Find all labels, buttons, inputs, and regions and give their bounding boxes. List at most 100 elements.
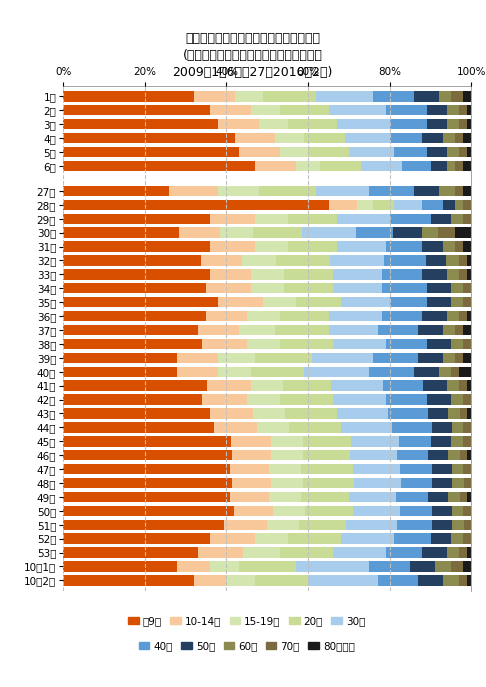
Bar — [177, 561, 210, 572]
Bar — [251, 105, 279, 115]
Bar — [253, 408, 285, 418]
Bar — [230, 492, 269, 502]
Bar — [220, 227, 253, 238]
Bar — [432, 477, 452, 488]
Bar — [447, 147, 459, 157]
Bar — [459, 575, 468, 585]
Bar — [247, 339, 279, 349]
Bar — [63, 450, 232, 460]
Bar — [451, 561, 463, 572]
Bar — [279, 147, 308, 157]
Bar — [463, 325, 471, 335]
Bar — [251, 269, 284, 280]
Bar — [463, 241, 471, 251]
Bar — [432, 506, 451, 516]
Bar — [422, 133, 443, 144]
Bar — [463, 561, 471, 572]
Bar — [439, 185, 455, 196]
Bar — [432, 436, 451, 447]
Bar — [194, 575, 226, 585]
Bar — [459, 269, 468, 280]
Bar — [285, 408, 337, 418]
Bar — [202, 339, 247, 349]
Bar — [422, 311, 447, 322]
Bar — [428, 450, 448, 460]
Bar — [63, 339, 202, 349]
Bar — [308, 147, 349, 157]
Bar — [378, 325, 418, 335]
Bar — [169, 185, 218, 196]
Bar — [218, 185, 259, 196]
Bar — [447, 311, 459, 322]
Bar — [263, 297, 296, 307]
Bar — [459, 147, 468, 157]
Bar — [279, 311, 329, 322]
Bar — [346, 519, 397, 530]
Bar — [427, 339, 451, 349]
Bar — [373, 91, 414, 102]
Bar — [464, 519, 471, 530]
Bar — [352, 506, 400, 516]
Bar — [464, 506, 471, 516]
Bar — [383, 381, 423, 391]
Bar — [384, 256, 426, 266]
Bar — [459, 381, 468, 391]
Bar — [296, 297, 341, 307]
Bar — [320, 161, 361, 171]
Bar — [296, 161, 320, 171]
Bar — [397, 450, 428, 460]
Bar — [253, 227, 302, 238]
Bar — [448, 408, 460, 418]
Bar — [251, 381, 283, 391]
Bar — [464, 436, 471, 447]
Bar — [352, 464, 400, 474]
Bar — [308, 575, 378, 585]
Bar — [399, 436, 432, 447]
Bar — [393, 227, 422, 238]
Bar — [63, 200, 329, 210]
Bar — [392, 422, 432, 433]
Bar — [468, 105, 471, 115]
Bar — [341, 422, 392, 433]
Bar — [396, 492, 428, 502]
Bar — [63, 311, 206, 322]
Bar — [447, 548, 459, 558]
Bar — [451, 339, 463, 349]
Bar — [251, 283, 284, 293]
Bar — [279, 548, 332, 558]
Bar — [459, 367, 471, 377]
Bar — [296, 561, 369, 572]
Bar — [210, 269, 251, 280]
Bar — [247, 311, 279, 322]
Bar — [284, 269, 332, 280]
Bar — [427, 283, 451, 293]
Bar — [459, 311, 468, 322]
Bar — [349, 147, 394, 157]
Bar — [428, 492, 448, 502]
Bar — [63, 561, 177, 572]
Bar — [369, 367, 414, 377]
Bar — [455, 241, 463, 251]
Bar — [432, 519, 452, 530]
Bar — [210, 241, 255, 251]
Bar — [464, 477, 471, 488]
Bar — [63, 325, 198, 335]
Bar — [414, 185, 439, 196]
Bar — [288, 533, 341, 544]
Bar — [271, 450, 303, 460]
Bar — [255, 352, 312, 363]
Bar — [247, 394, 279, 405]
Bar — [373, 200, 394, 210]
Bar — [210, 214, 255, 224]
Bar — [329, 200, 357, 210]
Bar — [332, 283, 382, 293]
Bar — [63, 575, 194, 585]
Bar — [390, 133, 422, 144]
Bar — [394, 147, 427, 157]
Bar — [422, 200, 443, 210]
Bar — [418, 352, 443, 363]
Bar — [283, 381, 331, 391]
Bar — [423, 381, 448, 391]
Bar — [455, 185, 463, 196]
Bar — [271, 477, 303, 488]
